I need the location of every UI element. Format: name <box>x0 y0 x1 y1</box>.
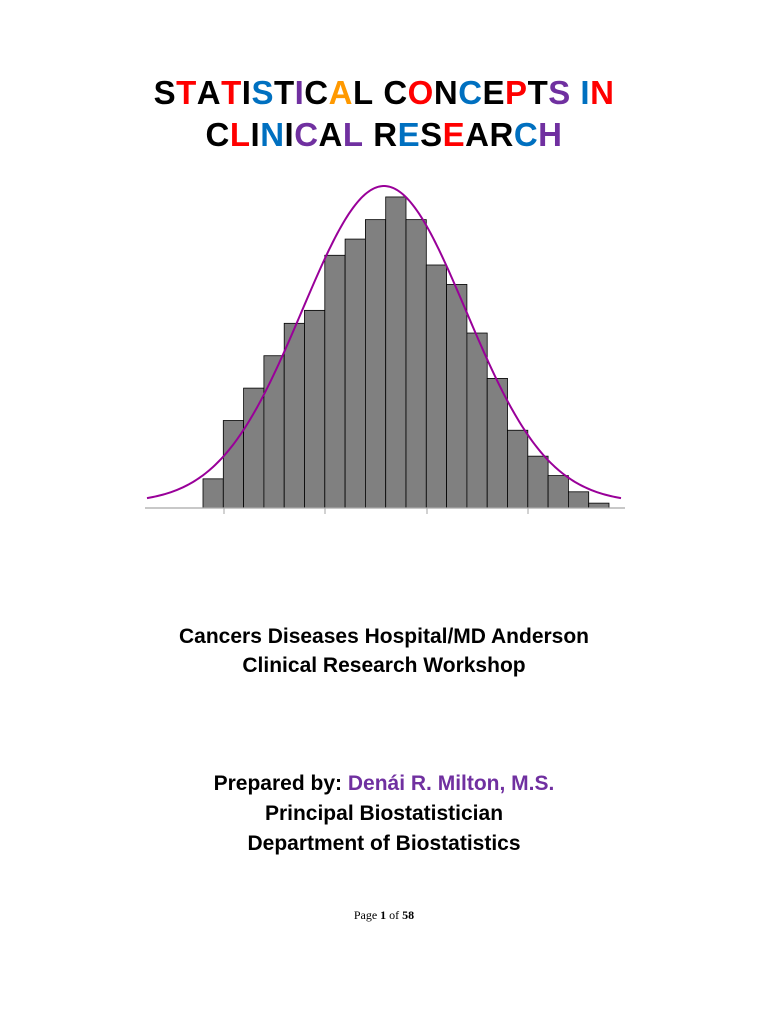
histogram-bar <box>304 309 326 509</box>
histogram-bar <box>263 355 285 509</box>
title-letter: C <box>458 74 483 111</box>
histogram-bars <box>202 196 610 509</box>
title-letter: L <box>229 116 251 153</box>
title-letter: T <box>273 74 295 111</box>
title-letter: S <box>251 74 274 111</box>
histogram-bar <box>344 238 366 509</box>
prepared-by-line: Prepared by: Denái R. Milton, M.S. <box>0 769 768 799</box>
title-letter: N <box>260 116 285 153</box>
title-letter: I <box>241 74 252 111</box>
title-letter: R <box>373 116 398 153</box>
title-letter: T <box>221 74 242 111</box>
title-letter: E <box>442 116 466 153</box>
title-letter: E <box>397 116 421 153</box>
histogram-bar <box>324 254 346 509</box>
histogram-bar <box>364 219 387 509</box>
title-letter: A <box>465 116 490 153</box>
histogram-bar <box>446 284 468 509</box>
title-letter: S <box>153 74 177 111</box>
title-letter: H <box>538 116 563 153</box>
title-letter: P <box>505 74 528 111</box>
title-letter: N <box>590 74 615 111</box>
normal-curve <box>146 185 622 500</box>
title-letter: S <box>420 116 443 153</box>
title-letter: E <box>482 74 506 111</box>
title-letter: O <box>407 74 434 111</box>
title-letter: I <box>284 116 295 153</box>
title-letter: A <box>196 74 222 111</box>
page-word: Page <box>353 908 378 922</box>
title-letter <box>571 72 581 114</box>
author-name: Denái R. Milton, M.S. <box>347 772 555 795</box>
workshop-name: Clinical Research Workshop <box>242 654 526 677</box>
histogram-bar <box>385 196 407 509</box>
title-letter: C <box>294 116 319 153</box>
prepared-by-label: Prepared by: <box>213 772 348 795</box>
organization-block: Cancers Diseases Hospital/MD Anderson Cl… <box>0 622 768 680</box>
histogram-bar <box>202 478 224 509</box>
title-line-2: CLINICAL RESEARCH <box>0 114 768 156</box>
of-word: of <box>389 908 400 922</box>
title-letter <box>364 114 374 156</box>
title-letter: A <box>328 74 353 111</box>
histogram-bar <box>547 475 569 509</box>
title-letter: L <box>352 74 374 111</box>
document-title: STATISTICAL CONCEPTS IN CLINICAL RESEARC… <box>0 72 768 156</box>
total-pages: 58 <box>402 908 415 922</box>
title-line-1: STATISTICAL CONCEPTS IN <box>0 72 768 114</box>
title-letter: C <box>205 116 230 153</box>
author-department: Department of Biostatistics <box>247 832 521 855</box>
title-letter: C <box>383 74 408 111</box>
histogram-bar <box>243 387 265 509</box>
histogram-bar <box>405 219 427 509</box>
title-letter: C <box>513 116 539 153</box>
author-title: Principal Biostatistician <box>264 802 504 825</box>
histogram-bar <box>567 491 590 509</box>
title-letter: C <box>304 74 329 111</box>
title-letter: T <box>176 74 197 111</box>
page-footer: Page 1 of 58 <box>0 907 768 923</box>
title-letter <box>374 72 384 114</box>
histogram-bar <box>527 455 549 509</box>
title-letter: A <box>318 116 343 153</box>
histogram-chart <box>145 185 625 514</box>
title-letter: L <box>342 116 364 153</box>
prepared-by-block: Prepared by: Denái R. Milton, M.S. Princ… <box>0 769 768 859</box>
histogram-bar <box>486 377 508 509</box>
title-letter: I <box>580 74 591 111</box>
histogram-bar <box>588 502 610 509</box>
histogram-bar <box>283 322 305 509</box>
histogram-bar <box>425 264 447 509</box>
title-letter: I <box>294 74 305 111</box>
x-axis <box>145 507 625 514</box>
title-letter: R <box>489 116 514 153</box>
page-number: 1 <box>380 908 387 922</box>
title-letter: T <box>527 74 549 111</box>
histogram-bar <box>466 332 488 509</box>
title-letter: I <box>250 116 261 153</box>
title-letter: N <box>433 74 459 111</box>
title-letter: S <box>548 74 571 111</box>
histogram-bar <box>507 429 529 509</box>
organization-name: Cancers Diseases Hospital/MD Anderson <box>178 625 590 648</box>
